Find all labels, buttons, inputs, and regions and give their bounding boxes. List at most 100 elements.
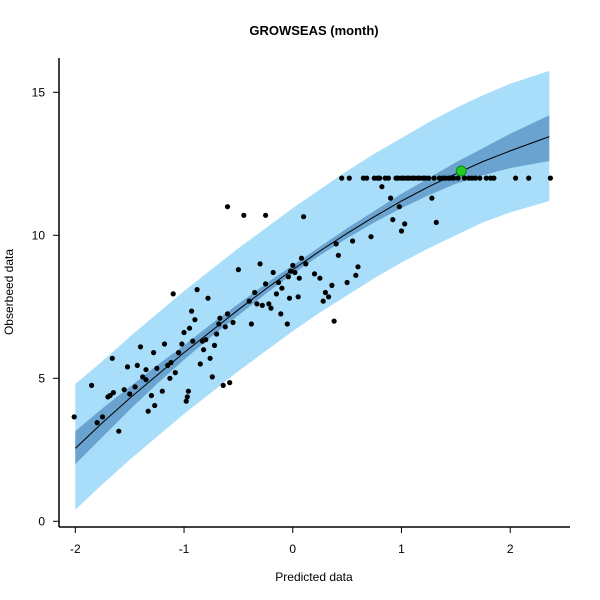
data-point [172,370,178,376]
data-point [477,175,483,181]
data-point [254,301,260,307]
data-point [194,287,200,293]
data-point [472,175,478,181]
data-point [331,318,337,324]
data-point [186,325,193,331]
data-point [396,204,402,210]
highlight-point [455,165,467,177]
data-point [455,175,461,181]
axes-layer [58,58,570,528]
y-tick-label: 0 [38,514,45,528]
x-tick-label: 0 [289,542,296,556]
data-point [292,269,298,276]
x-ticks: -2 -1 0 1 2 [70,527,514,556]
data-point [145,408,151,414]
data-point [71,414,77,420]
data-point [398,228,405,234]
data-point [350,238,356,244]
data-point [94,420,100,426]
data-point [364,175,370,181]
chart-title: GROWSEAS (month) [249,23,378,38]
data-point [322,289,328,296]
data-point [211,342,218,348]
data-point [189,308,195,314]
data-point [181,329,187,336]
data-point [385,175,391,181]
data-point [326,294,332,300]
data-point [295,294,301,300]
data-point [143,367,149,373]
data-point [224,204,231,210]
data-point [483,175,489,181]
data-point [205,295,211,301]
data-point [203,337,209,343]
data-point [224,311,231,317]
data-point [190,338,196,344]
data-point [320,298,326,304]
data-point [217,315,223,321]
data-point [89,382,95,388]
data-point [344,279,350,286]
data-point [143,377,149,383]
data-point [339,175,345,181]
data-point [127,391,133,397]
data-point [263,281,269,287]
data-point [99,414,106,420]
data-point [513,175,519,181]
data-point [276,279,282,286]
data-point [137,344,144,350]
data-point [121,387,127,393]
data-point [248,321,254,327]
data-point [451,175,457,181]
data-point [390,217,396,223]
data-point [179,341,185,347]
data-point [185,388,191,394]
data-point [152,402,158,409]
data-point [431,175,437,181]
data-point [252,289,258,296]
data-point [388,195,394,201]
data-point [311,271,318,277]
data-point [286,295,293,301]
data-point [197,361,203,367]
data-point [183,398,189,404]
data-point [124,364,131,370]
data-point [402,221,408,227]
y-tick-label: 15 [32,85,46,99]
data-point [214,331,220,337]
y-tick-label: 5 [38,371,45,385]
y-ticks: 0 5 10 15 [32,85,59,528]
data-point [151,350,157,356]
data-point [134,362,140,368]
data-point [296,275,302,281]
data-point [329,282,335,288]
data-point [246,298,252,304]
y-axis-label: Obserbeed data [2,249,16,335]
data-point [491,175,497,181]
data-point [268,305,274,311]
data-point [132,384,138,390]
data-point [429,195,435,201]
data-point [355,264,361,270]
data-point [241,212,247,218]
data-point [159,388,165,394]
data-point [303,261,309,267]
data-point [301,214,307,220]
data-point [230,319,236,326]
data-point [270,269,276,276]
bands-layer [75,70,550,510]
data-point [209,374,215,380]
x-tick-label: -1 [179,542,190,556]
data-point [167,375,173,381]
data-point [176,350,182,356]
data-point [154,365,160,371]
data-point [216,321,222,327]
data-point [161,341,168,347]
data-point [285,274,291,280]
data-point [377,175,383,181]
x-axis-label: Predicted data [275,570,353,584]
data-point [192,317,198,323]
y-tick-label: 10 [32,228,46,242]
data-point [273,291,279,297]
data-point [353,272,359,278]
